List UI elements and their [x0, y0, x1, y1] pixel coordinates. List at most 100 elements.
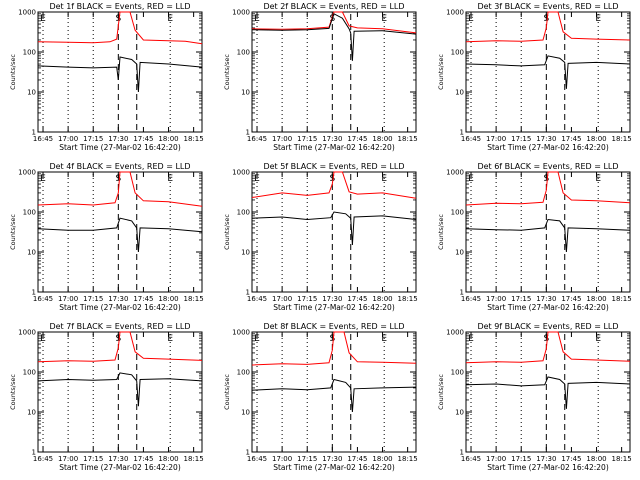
y-tick-label: 1 — [32, 289, 36, 297]
y-tick-label: 10 — [455, 409, 464, 417]
series-lld-line — [251, 11, 417, 34]
x-tick-label: 17:30 — [536, 135, 556, 143]
y-tick-label: 100 — [237, 49, 250, 57]
y-tick-label: 100 — [451, 209, 464, 217]
x-tick-label: 18:15 — [398, 455, 418, 463]
y-tick-label: 10 — [455, 249, 464, 257]
x-tick-label: 18:00 — [372, 135, 392, 143]
x-tick-label: 17:30 — [108, 455, 128, 463]
time-marker-label: S — [329, 334, 335, 344]
x-tick-label: 18:00 — [586, 455, 606, 463]
y-tick-label: 1000 — [446, 329, 464, 337]
series-lld-line — [465, 11, 631, 43]
plot-frame — [251, 171, 417, 293]
series-events-line — [37, 217, 203, 253]
x-tick-label: 16:45 — [461, 295, 481, 303]
x-tick-label: 17:30 — [536, 455, 556, 463]
time-marker-label: E — [468, 334, 474, 344]
y-tick-label: 1000 — [232, 169, 250, 177]
x-axis-label: Start Time (27-Mar-02 16:42:20) — [59, 143, 181, 152]
y-tick-label: 100 — [23, 369, 36, 377]
x-tick-label: 18:00 — [586, 295, 606, 303]
y-tick-label: 1000 — [446, 9, 464, 17]
plot-frame — [465, 331, 631, 453]
panel-title: Det 4f BLACK = Events, RED = LLD — [49, 162, 190, 171]
x-tick-label: 17:15 — [297, 135, 317, 143]
time-marker-label: E — [40, 334, 46, 344]
series-events-line — [465, 55, 631, 89]
y-tick-label: 1 — [32, 129, 36, 137]
y-tick-label: 1 — [246, 449, 250, 457]
x-tick-label: 17:45 — [347, 135, 367, 143]
y-axis-label: Counts/sec — [223, 54, 231, 90]
y-tick-label: 10 — [241, 249, 250, 257]
detector-panel: Det 2f BLACK = Events, RED = LLD 1 10 100 10… — [223, 2, 418, 152]
x-tick-label: 17:15 — [511, 455, 531, 463]
y-axis-label: Counts/sec — [437, 214, 445, 250]
time-marker-label: E — [167, 14, 173, 24]
x-tick-label: 18:15 — [612, 455, 632, 463]
time-marker-label: E — [40, 14, 46, 24]
y-tick-label: 1 — [32, 449, 36, 457]
time-marker-label: E — [595, 14, 601, 24]
y-tick-label: 100 — [451, 49, 464, 57]
x-tick-label: 17:45 — [561, 455, 581, 463]
time-marker-label: E — [595, 174, 601, 184]
y-tick-label: 100 — [237, 209, 250, 217]
x-axis-label: Start Time (27-Mar-02 16:42:20) — [487, 143, 609, 152]
x-tick-label: 17:30 — [322, 455, 342, 463]
x-tick-label: 17:30 — [108, 135, 128, 143]
detector-panel: Det 4f BLACK = Events, RED = LLD 1 10 100 10… — [9, 162, 204, 312]
y-tick-label: 10 — [241, 409, 250, 417]
x-tick-label: 17:15 — [83, 455, 103, 463]
y-axis-label: Counts/sec — [9, 54, 17, 90]
plot-frame — [465, 11, 631, 133]
x-tick-label: 18:00 — [158, 135, 178, 143]
panel-title: Det 2f BLACK = Events, RED = LLD — [263, 2, 404, 11]
y-tick-label: 100 — [23, 209, 36, 217]
y-axis-label: Counts/sec — [9, 374, 17, 410]
time-marker-label: E — [167, 334, 173, 344]
time-marker-label: E — [381, 174, 387, 184]
x-tick-label: 17:15 — [83, 295, 103, 303]
series-events-line — [37, 56, 203, 93]
x-tick-label: 18:15 — [398, 295, 418, 303]
y-tick-label: 10 — [241, 89, 250, 97]
y-tick-label: 100 — [23, 49, 36, 57]
x-tick-label: 16:45 — [461, 135, 481, 143]
y-tick-label: 10 — [27, 409, 36, 417]
time-marker-label: S — [543, 174, 549, 184]
time-marker-label: E — [254, 174, 260, 184]
y-tick-label: 1000 — [18, 329, 36, 337]
series-lld-line — [465, 331, 631, 364]
x-axis-label: Start Time (27-Mar-02 16:42:20) — [59, 303, 181, 312]
x-tick-label: 17:00 — [486, 295, 506, 303]
y-tick-label: 100 — [451, 369, 464, 377]
time-marker-label: S — [543, 334, 549, 344]
x-tick-label: 18:00 — [586, 135, 606, 143]
x-tick-label: 17:45 — [133, 455, 153, 463]
x-axis-label: Start Time (27-Mar-02 16:42:20) — [59, 463, 181, 472]
y-tick-label: 1 — [460, 289, 464, 297]
detector-panel: Det 9f BLACK = Events, RED = LLD 1 10 100 10… — [437, 322, 632, 472]
time-marker-label: S — [115, 174, 121, 184]
x-tick-label: 18:15 — [184, 135, 204, 143]
x-tick-label: 16:45 — [247, 295, 267, 303]
y-tick-label: 1 — [246, 129, 250, 137]
x-tick-label: 18:15 — [184, 455, 204, 463]
y-tick-label: 1 — [246, 289, 250, 297]
x-tick-label: 17:45 — [561, 295, 581, 303]
time-marker-label: E — [381, 334, 387, 344]
series-events-line — [251, 13, 417, 61]
x-axis-label: Start Time (27-Mar-02 16:42:20) — [487, 303, 609, 312]
x-tick-label: 17:15 — [511, 295, 531, 303]
series-events-line — [465, 376, 631, 409]
x-tick-label: 17:45 — [133, 135, 153, 143]
x-tick-label: 17:45 — [347, 455, 367, 463]
y-tick-label: 1000 — [18, 9, 36, 17]
time-marker-label: E — [468, 14, 474, 24]
detector-panel: Det 8f BLACK = Events, RED = LLD 1 10 100 10… — [223, 322, 418, 472]
panel-title: Det 7f BLACK = Events, RED = LLD — [49, 322, 190, 331]
y-axis-label: Counts/sec — [437, 54, 445, 90]
x-tick-label: 16:45 — [33, 455, 53, 463]
